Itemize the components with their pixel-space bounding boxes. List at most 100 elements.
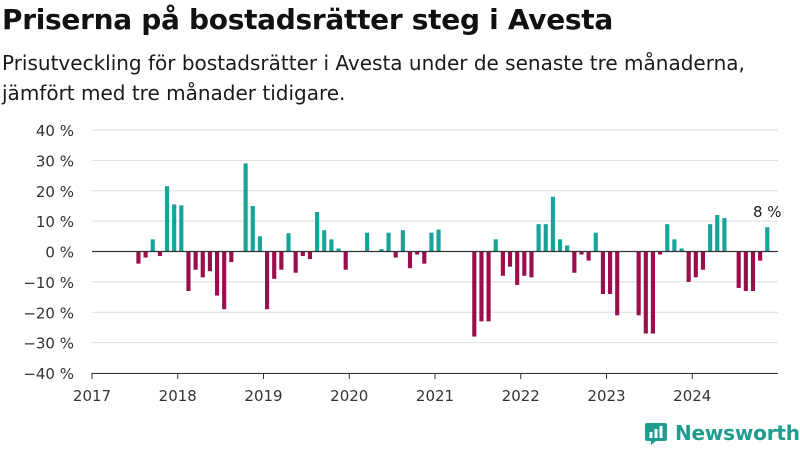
bar	[522, 251, 527, 276]
x-tick-label: 2024	[673, 387, 711, 405]
bar	[415, 251, 420, 255]
bar	[436, 229, 441, 252]
bar	[179, 205, 184, 252]
bar	[658, 251, 663, 255]
x-tick-label: 2018	[159, 387, 197, 405]
bar	[722, 218, 727, 252]
y-tick-label: 30 %	[36, 152, 74, 170]
y-tick-label: −20 %	[23, 304, 74, 322]
bar	[300, 251, 305, 257]
bar	[507, 251, 513, 267]
x-tick-label: 2020	[330, 387, 368, 405]
x-tick-label: 2022	[502, 387, 540, 405]
bar	[586, 251, 591, 261]
bar	[529, 251, 534, 278]
bar	[222, 251, 227, 310]
bar	[293, 251, 298, 273]
bar	[550, 196, 555, 252]
brand-name: Newsworthy	[675, 421, 800, 445]
bar	[265, 251, 270, 310]
bar	[386, 232, 391, 252]
bar	[407, 251, 413, 269]
y-axis-tick-labels: 40 % 30 % 20 % 10 % 0 % −10 % −20 % −30 % −40 %	[23, 122, 74, 383]
chart-subtitle: Prisutveckling för bostadsrätter i Avest…	[2, 51, 745, 105]
bar	[200, 251, 205, 278]
bar	[665, 224, 670, 252]
bar	[500, 251, 505, 276]
x-tick-label: 2017	[73, 387, 111, 405]
bar	[315, 212, 320, 252]
bar	[679, 248, 684, 252]
bar	[336, 248, 341, 252]
bar	[157, 251, 162, 257]
bar	[214, 251, 220, 296]
bar	[307, 251, 313, 260]
y-tick-label: −30 %	[23, 335, 74, 353]
bar	[643, 251, 648, 334]
last-value-label: 8 %	[753, 203, 782, 221]
bar	[150, 239, 155, 252]
y-tick-label: 10 %	[36, 213, 74, 231]
chart-title: Priserna på bostadsrätter steg i Avesta	[2, 3, 613, 36]
bar	[250, 205, 255, 252]
bar	[708, 224, 713, 252]
bar	[286, 233, 291, 252]
bar	[579, 251, 584, 255]
bar	[557, 239, 563, 252]
bar	[515, 251, 520, 285]
bar	[229, 251, 234, 263]
y-tick-label: −40 %	[23, 365, 74, 383]
newsworthy-logo-icon	[645, 423, 667, 445]
bar	[172, 204, 177, 252]
bar	[715, 215, 720, 252]
bar	[672, 239, 677, 252]
bar	[736, 251, 741, 288]
bar	[472, 251, 477, 337]
bars	[136, 163, 770, 337]
bar	[758, 251, 763, 261]
bar	[186, 251, 191, 291]
bar	[393, 251, 398, 258]
bar	[572, 251, 577, 273]
bar	[329, 239, 334, 252]
x-tick-label: 2019	[244, 387, 282, 405]
bar	[193, 251, 198, 270]
bar	[686, 251, 691, 282]
bar	[750, 251, 756, 291]
bar	[493, 239, 498, 252]
bar	[593, 232, 598, 252]
bar	[743, 251, 748, 291]
y-tick-label: 40 %	[36, 122, 74, 140]
bar	[765, 227, 770, 252]
bar	[257, 236, 262, 252]
bar	[272, 251, 277, 279]
bar	[143, 251, 148, 258]
bar	[600, 251, 605, 295]
bar	[536, 224, 541, 252]
bar	[322, 230, 327, 252]
bar	[608, 251, 613, 295]
bar	[243, 163, 248, 252]
bar	[422, 251, 427, 264]
bar	[136, 251, 141, 264]
x-tick-label: 2023	[587, 387, 625, 405]
annotations: 8 %	[753, 203, 782, 221]
bar	[365, 232, 370, 252]
bar	[400, 230, 405, 252]
y-tick-label: 0 %	[45, 244, 74, 262]
bar	[615, 251, 620, 316]
bar	[429, 232, 434, 252]
bar	[343, 251, 348, 270]
bar	[650, 251, 656, 334]
bar	[543, 224, 548, 252]
newsworthy-brand: Newsworthy	[643, 418, 800, 448]
bar	[636, 251, 641, 316]
bar	[164, 186, 170, 252]
bar	[693, 251, 698, 278]
bar	[700, 251, 706, 270]
bar	[279, 251, 284, 270]
y-tick-label: 20 %	[36, 183, 74, 201]
x-tick-label: 2021	[416, 387, 454, 405]
bar	[565, 245, 570, 252]
y-tick-label: −10 %	[23, 274, 74, 292]
